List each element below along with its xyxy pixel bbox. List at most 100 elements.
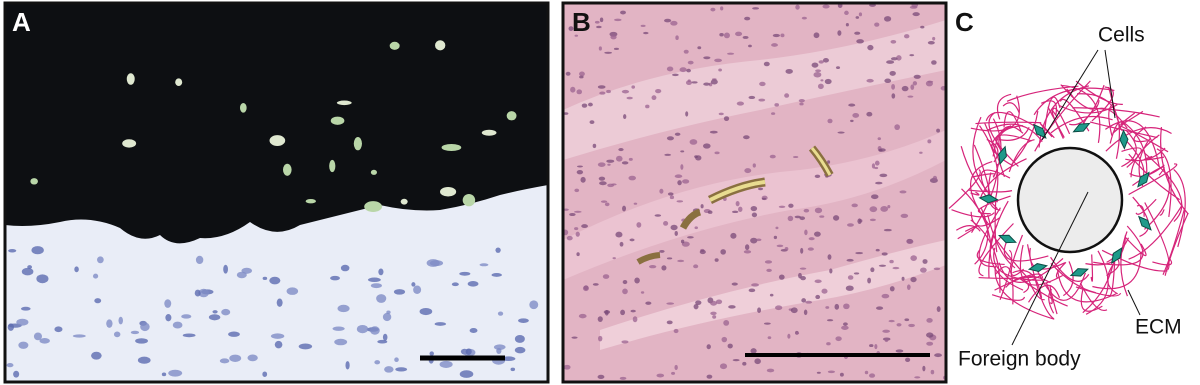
nucleus bbox=[867, 277, 872, 284]
nucleus bbox=[682, 179, 690, 184]
nucleus bbox=[674, 230, 678, 237]
nucleus bbox=[908, 323, 915, 328]
nucleus bbox=[683, 49, 689, 54]
nucleus bbox=[578, 313, 587, 319]
nucleus bbox=[870, 267, 875, 273]
nucleus bbox=[497, 311, 504, 316]
nucleus bbox=[710, 311, 717, 316]
ecm-fiber bbox=[990, 144, 1014, 167]
nucleus bbox=[680, 150, 685, 153]
nucleus bbox=[680, 164, 684, 170]
nucleus bbox=[738, 206, 743, 212]
nucleus bbox=[97, 256, 104, 264]
nucleus bbox=[223, 264, 228, 274]
cell bbox=[1069, 268, 1089, 277]
nucleus bbox=[695, 155, 702, 161]
ecm-fiber bbox=[1136, 204, 1145, 217]
nucleus bbox=[675, 35, 679, 40]
fiber-particle bbox=[709, 180, 766, 202]
nucleus bbox=[878, 149, 883, 152]
ecm-fiber bbox=[975, 121, 1042, 125]
nucleus bbox=[21, 267, 34, 276]
nucleus bbox=[607, 183, 615, 188]
nucleus bbox=[677, 259, 685, 263]
nucleus bbox=[687, 60, 694, 65]
nucleus bbox=[926, 318, 933, 323]
nucleus bbox=[817, 83, 824, 90]
nucleus bbox=[640, 291, 645, 294]
nucleus bbox=[794, 215, 801, 219]
nucleus bbox=[337, 304, 350, 313]
nucleus bbox=[869, 373, 876, 378]
nucleus bbox=[604, 202, 610, 207]
nucleus bbox=[798, 98, 805, 103]
fiber-particle bbox=[636, 252, 661, 265]
nucleus bbox=[775, 305, 783, 311]
pore bbox=[336, 100, 352, 106]
ecm-fiber bbox=[1120, 110, 1144, 126]
nucleus bbox=[92, 273, 99, 279]
ecm-fiber bbox=[1033, 87, 1115, 116]
ecm-fiber bbox=[970, 191, 980, 196]
nucleus bbox=[763, 61, 770, 67]
nucleus bbox=[570, 86, 576, 93]
nucleus bbox=[228, 331, 240, 337]
nucleus bbox=[634, 277, 640, 284]
panel-label: A bbox=[12, 7, 31, 37]
nucleus bbox=[867, 44, 874, 51]
nucleus bbox=[910, 84, 915, 90]
nucleus bbox=[710, 79, 718, 85]
nucleus bbox=[926, 332, 934, 338]
nucleus bbox=[778, 274, 785, 280]
nucleus bbox=[742, 361, 747, 366]
nucleus bbox=[813, 32, 820, 39]
ecm-fiber bbox=[1045, 282, 1053, 305]
nucleus bbox=[790, 307, 798, 314]
nucleus bbox=[750, 348, 757, 354]
nucleus bbox=[780, 33, 785, 38]
nucleus bbox=[845, 23, 849, 27]
pore bbox=[330, 116, 345, 125]
micrograph-b bbox=[563, 3, 946, 382]
ecm-fiber bbox=[1091, 86, 1114, 122]
nucleus bbox=[875, 248, 880, 252]
nucleus bbox=[262, 371, 268, 377]
nucleus bbox=[879, 173, 888, 178]
nucleus bbox=[694, 226, 698, 230]
nucleus bbox=[164, 299, 172, 308]
nucleus bbox=[395, 367, 408, 372]
pore bbox=[506, 111, 517, 121]
nucleus bbox=[932, 36, 936, 41]
nucleus bbox=[518, 318, 529, 323]
nucleus bbox=[884, 16, 892, 22]
ecm-fiber bbox=[1036, 269, 1086, 301]
nucleus bbox=[899, 190, 907, 194]
ecm-fiber bbox=[1028, 284, 1061, 303]
nucleus bbox=[933, 267, 941, 271]
cell bbox=[1111, 247, 1123, 265]
nucleus bbox=[640, 24, 646, 27]
nucleus bbox=[274, 340, 283, 349]
nucleus bbox=[904, 318, 910, 322]
nucleus bbox=[606, 89, 611, 94]
panel-label: B bbox=[572, 7, 591, 37]
nucleus bbox=[720, 6, 724, 11]
nucleus bbox=[685, 111, 689, 117]
nucleus bbox=[597, 316, 603, 322]
nucleus bbox=[685, 80, 692, 86]
nucleus bbox=[787, 333, 791, 339]
ecm-fiber bbox=[1040, 100, 1057, 116]
nucleus bbox=[712, 315, 717, 319]
cell bbox=[1032, 123, 1047, 139]
ecm-fiber bbox=[1034, 80, 1091, 152]
nucleus bbox=[686, 68, 691, 73]
nucleus bbox=[18, 341, 29, 349]
nucleus bbox=[761, 197, 767, 200]
nucleus bbox=[708, 82, 713, 87]
ecm-fiber bbox=[996, 93, 1012, 120]
nucleus bbox=[270, 333, 285, 339]
nucleus bbox=[884, 78, 892, 84]
nucleus bbox=[825, 306, 830, 309]
nucleus bbox=[735, 201, 740, 207]
nucleus bbox=[744, 168, 752, 174]
